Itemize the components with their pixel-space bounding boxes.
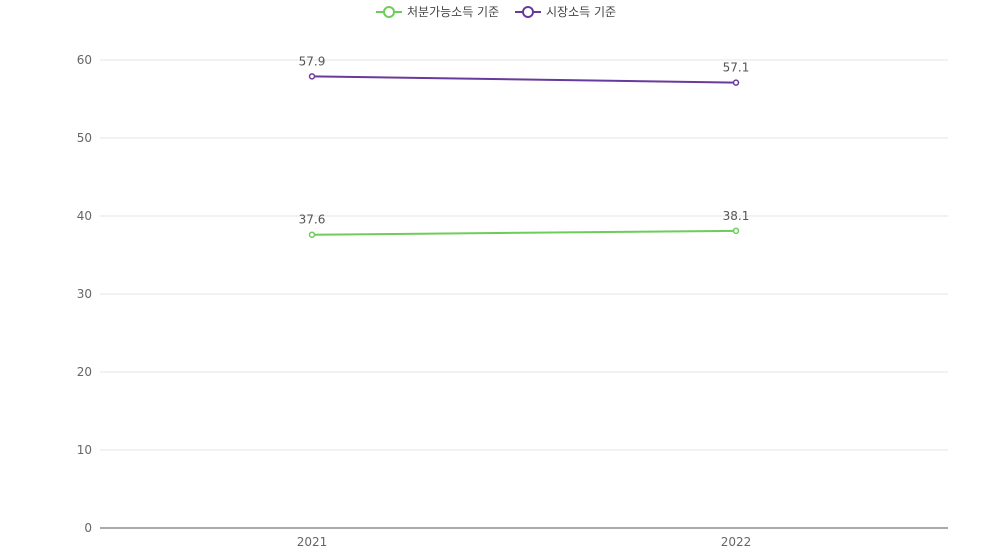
data-point[interactable] [308,231,316,238]
y-tick-label: 40 [77,209,92,223]
x-tick-label: 2021 [297,535,328,549]
legend-item[interactable]: 처분가능소득 기준 [376,5,499,19]
series-layer [308,73,740,238]
data-label: 37.6 [299,213,326,227]
y-tick-label: 20 [77,365,92,379]
y-tick-label: 10 [77,443,92,457]
legend[interactable]: 처분가능소득 기준 시장소득 기준 [376,5,616,19]
y-tick-label: 0 [84,521,92,535]
legend-item[interactable]: 시장소득 기준 [515,5,616,19]
series-line [311,229,737,236]
legend-label: 시장소득 기준 [546,5,616,19]
x-tick-label: 2022 [721,535,752,549]
y-tick-label: 50 [77,131,92,145]
axis-layer: 0 10 20 30 40 50 60 2021 2022 [77,53,948,549]
data-label: 57.1 [723,61,750,75]
data-label-layer: 37.6 38.1 57.9 57.1 [299,54,750,226]
data-label: 38.1 [723,209,750,223]
data-label: 57.9 [299,54,326,68]
legend-marker-icon [383,6,395,18]
data-point[interactable] [732,79,740,86]
series-line [311,75,737,84]
legend-marker-icon [522,6,534,18]
data-point[interactable] [308,73,316,80]
y-tick-label: 30 [77,287,92,301]
data-point[interactable] [732,227,740,235]
legend-label: 처분가능소득 기준 [407,5,499,19]
grid-layer [100,59,948,451]
y-tick-label: 60 [77,53,92,67]
